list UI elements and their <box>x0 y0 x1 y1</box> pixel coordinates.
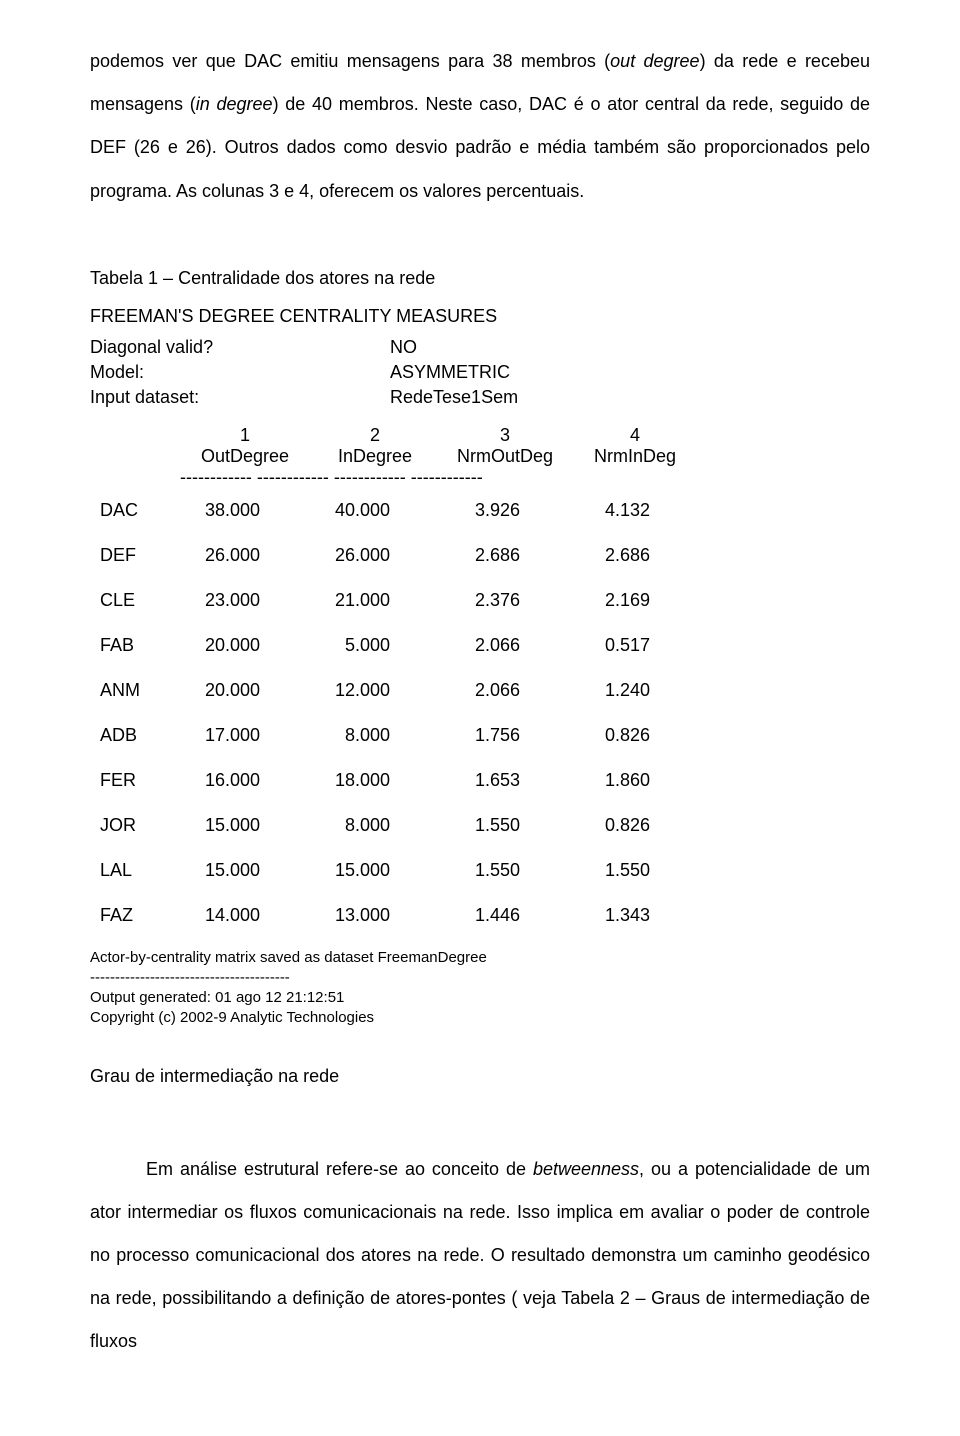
footer-line: Actor-by-centrality matrix saved as data… <box>90 948 870 968</box>
row-cell: 15.000 <box>170 803 300 848</box>
hdr-num: 3 <box>440 425 570 446</box>
row-label: FER <box>90 758 170 803</box>
row-cell: 20.000 <box>170 623 300 668</box>
intro-paragraph: podemos ver que DAC emitiu mensagens par… <box>90 40 870 213</box>
row-cell: 2.686 <box>430 533 560 578</box>
row-cell: 1.860 <box>560 758 690 803</box>
section-betweenness-title: Grau de intermediação na rede <box>90 1055 870 1098</box>
hdr-label: OutDegree <box>180 446 310 467</box>
row-cell: 20.000 <box>170 668 300 713</box>
row-cell: 23.000 <box>170 578 300 623</box>
kv-val: RedeTese1Sem <box>390 385 518 410</box>
footer-line: Copyright (c) 2002-9 Analytic Technologi… <box>90 1008 870 1028</box>
row-cell: 18.000 <box>300 758 430 803</box>
row-cell: 2.169 <box>560 578 690 623</box>
footer-dashes: ---------------------------------------- <box>90 968 870 988</box>
row-cell: 40.000 <box>300 488 430 533</box>
row-cell: 1.240 <box>560 668 690 713</box>
row-cell: 17.000 <box>170 713 300 758</box>
hdr-label: NrmOutDeg <box>440 446 570 467</box>
row-label: DEF <box>90 533 170 578</box>
table-row: JOR15.0008.0001.5500.826 <box>90 803 870 848</box>
row-cell: 26.000 <box>300 533 430 578</box>
hdr-num: 1 <box>180 425 310 446</box>
params-block: Diagonal valid? NO Model: ASYMMETRIC Inp… <box>90 335 870 411</box>
italic-in-degree: in degree <box>196 94 273 114</box>
row-label: JOR <box>90 803 170 848</box>
row-cell: 13.000 <box>300 893 430 938</box>
kv-row: Model: ASYMMETRIC <box>90 360 870 385</box>
row-cell: 2.686 <box>560 533 690 578</box>
row-label: FAZ <box>90 893 170 938</box>
row-cell: 1.653 <box>430 758 560 803</box>
row-cell: 1.550 <box>430 803 560 848</box>
hdr-num: 2 <box>310 425 440 446</box>
row-cell: 2.066 <box>430 623 560 668</box>
row-cell: 1.756 <box>430 713 560 758</box>
row-cell: 12.000 <box>300 668 430 713</box>
row-cell: 15.000 <box>170 848 300 893</box>
row-cell: 16.000 <box>170 758 300 803</box>
hdr-label: NrmInDeg <box>570 446 700 467</box>
row-cell: 4.132 <box>560 488 690 533</box>
row-cell: 26.000 <box>170 533 300 578</box>
row-cell: 15.000 <box>300 848 430 893</box>
hdr-label: InDegree <box>310 446 440 467</box>
table-row: CLE23.00021.0002.3762.169 <box>90 578 870 623</box>
kv-val: NO <box>390 335 417 360</box>
row-cell: 3.926 <box>430 488 560 533</box>
row-label: ADB <box>90 713 170 758</box>
row-cell: 1.343 <box>560 893 690 938</box>
row-cell: 8.000 <box>300 713 430 758</box>
row-cell: 2.066 <box>430 668 560 713</box>
text: Em análise estrutural refere-se ao conce… <box>146 1159 533 1179</box>
row-cell: 14.000 <box>170 893 300 938</box>
row-cell: 5.000 <box>300 623 430 668</box>
row-cell: 0.826 <box>560 713 690 758</box>
kv-val: ASYMMETRIC <box>390 360 510 385</box>
table-row: FAB20.0005.0002.0660.517 <box>90 623 870 668</box>
table-row: ADB17.0008.0001.7560.826 <box>90 713 870 758</box>
kv-row: Input dataset: RedeTese1Sem <box>90 385 870 410</box>
betweenness-paragraph: Em análise estrutural refere-se ao conce… <box>90 1148 870 1364</box>
row-label: FAB <box>90 623 170 668</box>
table-row: DAC38.00040.0003.9264.132 <box>90 488 870 533</box>
kv-key: Model: <box>90 360 390 385</box>
row-cell: 2.376 <box>430 578 560 623</box>
table-row: FER16.00018.0001.6531.860 <box>90 758 870 803</box>
measures-title: FREEMAN'S DEGREE CENTRALITY MEASURES <box>90 306 870 327</box>
italic-out-degree: out degree <box>610 51 699 71</box>
table-row: ANM20.00012.0002.0661.240 <box>90 668 870 713</box>
row-cell: 1.446 <box>430 893 560 938</box>
table-row: DEF26.00026.0002.6862.686 <box>90 533 870 578</box>
row-cell: 0.517 <box>560 623 690 668</box>
header-numbers: 1 2 3 4 <box>180 425 870 446</box>
row-label: DAC <box>90 488 170 533</box>
row-cell: 1.550 <box>430 848 560 893</box>
row-cell: 21.000 <box>300 578 430 623</box>
table-row: FAZ14.00013.0001.4461.343 <box>90 893 870 938</box>
header-labels: OutDegree InDegree NrmOutDeg NrmInDeg <box>180 446 870 467</box>
kv-key: Input dataset: <box>90 385 390 410</box>
row-cell: 8.000 <box>300 803 430 848</box>
text: , ou a potencialidade de um ator interme… <box>90 1159 870 1352</box>
footer-line: Output generated: 01 ago 12 21:12:51 <box>90 988 870 1008</box>
text: podemos ver que DAC emitiu mensagens par… <box>90 51 610 71</box>
hdr-num: 4 <box>570 425 700 446</box>
row-label: CLE <box>90 578 170 623</box>
table-1-title: Tabela 1 – Centralidade dos atores na re… <box>90 257 870 300</box>
table-row: LAL15.00015.0001.5501.550 <box>90 848 870 893</box>
row-label: ANM <box>90 668 170 713</box>
centrality-table: 1 2 3 4 OutDegree InDegree NrmOutDeg Nrm… <box>90 425 870 938</box>
kv-row: Diagonal valid? NO <box>90 335 870 360</box>
italic-betweenness: betweenness <box>533 1159 639 1179</box>
row-cell: 1.550 <box>560 848 690 893</box>
output-footer: Actor-by-centrality matrix saved as data… <box>90 948 870 1029</box>
row-cell: 38.000 <box>170 488 300 533</box>
row-label: LAL <box>90 848 170 893</box>
header-dashes: ------------ ------------ ------------ -… <box>180 467 870 488</box>
kv-key: Diagonal valid? <box>90 335 390 360</box>
row-cell: 0.826 <box>560 803 690 848</box>
